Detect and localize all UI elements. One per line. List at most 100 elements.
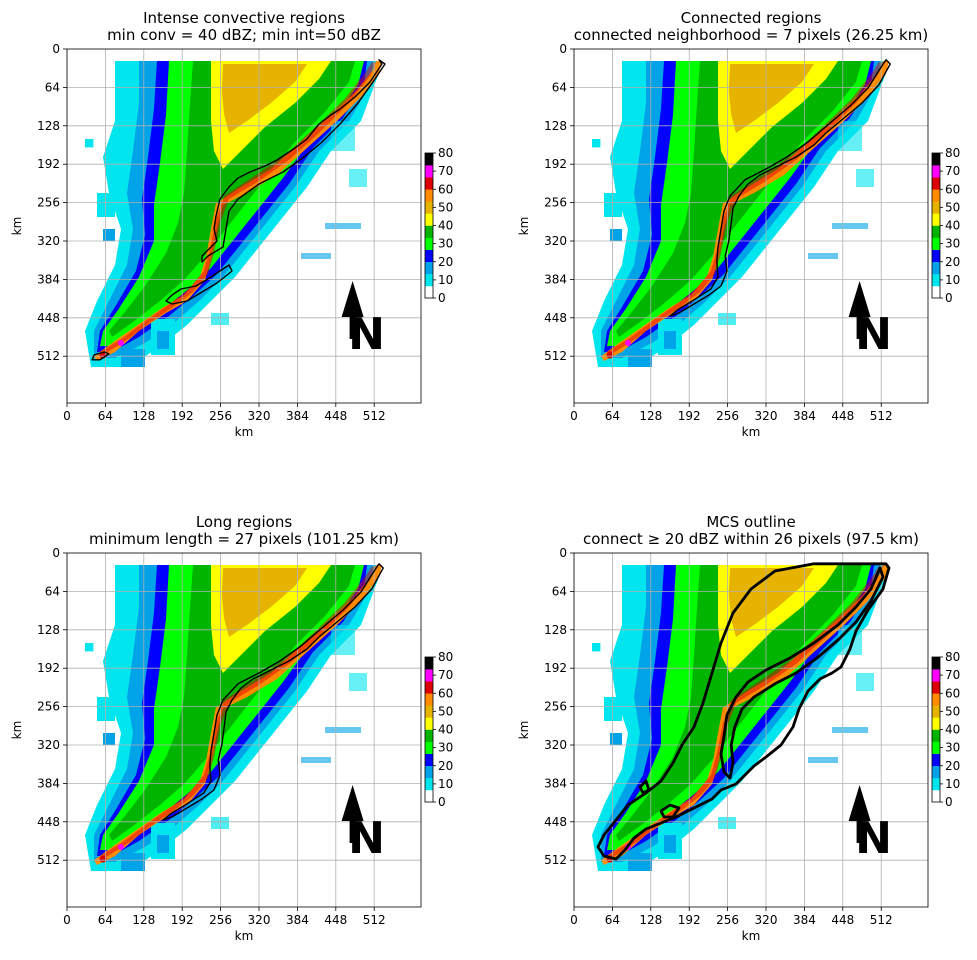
colorbar-tick-label: 0	[438, 291, 446, 305]
colorbar-bin	[932, 717, 940, 730]
colorbar-tick-label: 60	[438, 182, 453, 196]
north-arrow-icon: N	[848, 281, 892, 360]
radar-field: N	[67, 553, 421, 907]
colorbar-bin	[425, 237, 433, 250]
radar-field: N	[574, 49, 928, 403]
y-tick-label: 0	[559, 546, 567, 560]
x-axis-label: km	[742, 929, 761, 943]
colorbar-bin	[932, 669, 940, 682]
region-outline	[162, 563, 384, 821]
colorbar-tick-label: 10	[438, 273, 453, 287]
colorbar-tick-label: 20	[438, 759, 453, 773]
y-tick-label: 0	[52, 42, 60, 56]
north-arrow-icon: N	[341, 785, 385, 864]
y-tick-label: 320	[544, 738, 567, 752]
x-tick-label: 192	[678, 409, 701, 423]
y-tick-label: 512	[37, 349, 60, 363]
y-tick-label: 256	[544, 700, 567, 714]
y-tick-label: 448	[37, 311, 60, 325]
x-tick-label: 64	[98, 913, 113, 927]
x-tick-label: 128	[132, 913, 155, 927]
y-tick-label: 64	[45, 584, 60, 598]
colorbar-bin	[932, 693, 940, 706]
panel-title-line1: Intense convective regions	[143, 9, 345, 27]
x-tick-label: 64	[98, 409, 113, 423]
colorbar-tick-label: 40	[945, 219, 960, 233]
colorbar-tick-label: 40	[438, 219, 453, 233]
y-tick-label: 320	[544, 234, 567, 248]
panel-title-line1: Long regions	[196, 513, 293, 531]
panel-title-line2: min conv = 40 dBZ; min int=50 dBZ	[107, 26, 381, 44]
y-tick-label: 64	[552, 80, 567, 94]
colorbar-tick-label: 60	[945, 686, 960, 700]
y-tick-label: 192	[544, 661, 567, 675]
region-outline	[669, 59, 891, 317]
colorbar-tick-label: 10	[945, 777, 960, 791]
colorbar-bin	[425, 225, 433, 238]
y-tick-label: 128	[544, 119, 567, 133]
x-tick-label: 512	[870, 409, 893, 423]
y-tick-label: 256	[37, 196, 60, 210]
y-tick-label: 512	[544, 349, 567, 363]
y-tick-label: 320	[37, 738, 60, 752]
radar-field: N	[574, 553, 928, 907]
y-tick-label: 384	[37, 272, 60, 286]
y-tick-label: 384	[544, 776, 567, 790]
x-tick-label: 256	[209, 913, 232, 927]
y-tick-label: 64	[552, 584, 567, 598]
colorbar-bin	[425, 681, 433, 694]
x-tick-label: 384	[793, 913, 816, 927]
colorbar-bin	[425, 165, 433, 178]
y-tick-label: 0	[52, 546, 60, 560]
x-tick-label: 128	[639, 913, 662, 927]
colorbar-bin	[425, 153, 433, 166]
colorbar-tick-label: 20	[945, 759, 960, 773]
colorbar-tick-label: 50	[945, 704, 960, 718]
colorbar-tick-label: 80	[945, 146, 960, 160]
colorbar-bin	[932, 705, 940, 718]
y-tick-label: 320	[37, 234, 60, 248]
x-tick-label: 192	[171, 913, 194, 927]
x-tick-label: 0	[570, 409, 578, 423]
colorbar-bin	[932, 741, 940, 754]
colorbar-tick-label: 70	[438, 164, 453, 178]
colorbar-bin	[932, 249, 940, 263]
colorbar-tick-label: 50	[438, 200, 453, 214]
y-axis-label: km	[10, 217, 24, 236]
radar-field: N	[67, 49, 421, 403]
colorbar-bin	[425, 177, 433, 190]
x-tick-label: 320	[755, 913, 778, 927]
colorbar-tick-label: 50	[438, 704, 453, 718]
axes-frame	[66, 48, 422, 404]
y-tick-label: 384	[544, 272, 567, 286]
x-axis-label: km	[742, 425, 761, 439]
x-tick-label: 64	[605, 913, 620, 927]
colorbar-tick-label: 60	[945, 182, 960, 196]
x-tick-label: 512	[870, 913, 893, 927]
colorbar-bin	[425, 669, 433, 682]
colorbar-bin	[932, 765, 940, 779]
axes-frame	[66, 552, 422, 908]
y-axis-label: km	[517, 217, 531, 236]
colorbar-bin	[425, 249, 433, 263]
x-tick-label: 384	[793, 409, 816, 423]
y-tick-label: 448	[37, 815, 60, 829]
colorbar-tick-label: 40	[438, 723, 453, 737]
colorbar-bin	[932, 729, 940, 742]
colorbar: 0 10 20 30 40 50 60 70 80	[931, 650, 960, 809]
x-axis-label: km	[235, 929, 254, 943]
colorbar-bin	[425, 201, 433, 214]
colorbar: 0 10 20 30 40 50 60 70 80	[424, 146, 453, 305]
colorbar-bin	[932, 165, 940, 178]
colorbar-tick-label: 10	[438, 777, 453, 791]
colorbar-tick-label: 0	[438, 795, 446, 809]
colorbar-bin	[425, 189, 433, 202]
colorbar-bin	[425, 777, 433, 791]
y-tick-label: 0	[559, 42, 567, 56]
colorbar-tick-label: 30	[945, 741, 960, 755]
y-tick-label: 64	[45, 80, 60, 94]
colorbar-tick-label: 80	[438, 146, 453, 160]
